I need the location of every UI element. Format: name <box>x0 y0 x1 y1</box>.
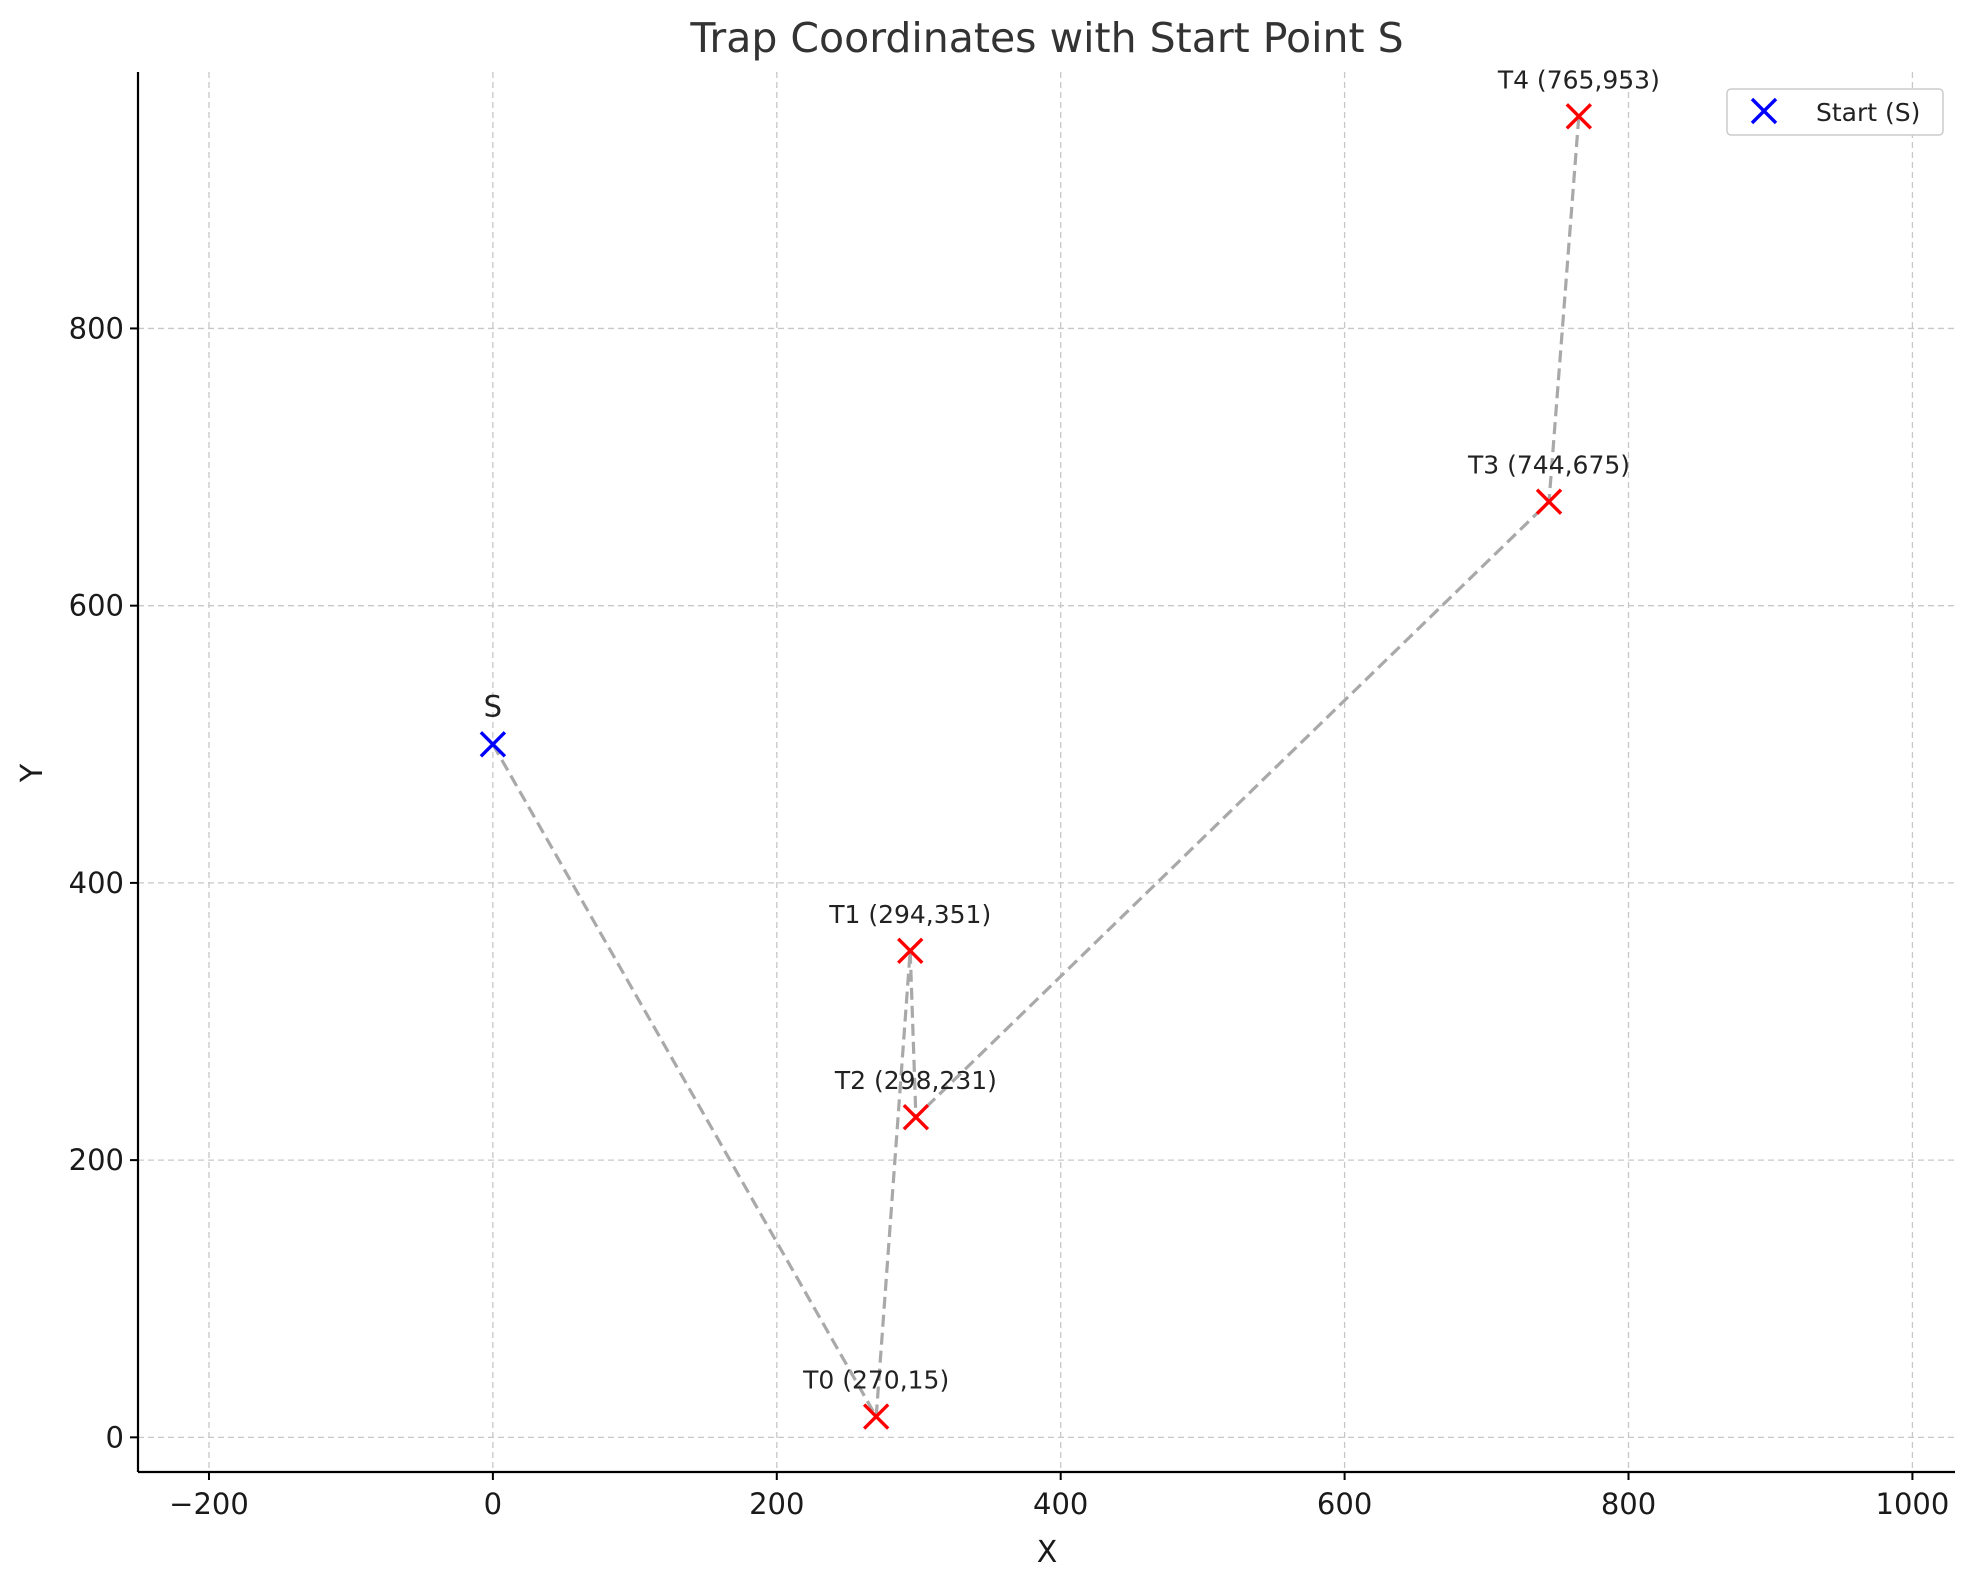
marker-stroke <box>862 1403 890 1430</box>
x-tick-label: 0 <box>484 1487 502 1521</box>
trap-path <box>491 116 1581 1422</box>
chart-title: Trap Coordinates with Start Point S <box>689 14 1403 62</box>
axes: −200 0 200 400 600 800 1000 0 200 400 600 800 <box>69 72 1955 1521</box>
y-tick-label: 400 <box>69 866 124 900</box>
marker-stroke <box>902 1103 930 1131</box>
trap-label-1: T1 (294,351) <box>828 900 991 929</box>
trap-marker-0 <box>862 1403 890 1430</box>
legend-label-start: Start (S) <box>1816 98 1920 127</box>
y-tick-label: 200 <box>69 1143 124 1177</box>
legend-box <box>1726 88 1944 136</box>
trap-marker-2 <box>902 1103 930 1131</box>
legend-marker-x <box>1750 97 1778 125</box>
y-tick-label: 0 <box>106 1420 124 1454</box>
start-label: S <box>484 689 502 723</box>
annotations: S T0 (270,15) T1 (294,351) T2 (298,231) T3 (… <box>484 65 1660 1394</box>
trap-label-2: T2 (298,231) <box>834 1066 997 1095</box>
trap-marker-3 <box>1535 488 1563 515</box>
trap-label-0: T0 (270,15) <box>802 1366 949 1395</box>
y-tick-label: 600 <box>69 589 124 623</box>
x-tick-label: 200 <box>749 1487 804 1521</box>
marker-stroke <box>1750 97 1778 125</box>
trap-label-3: T3 (744,675) <box>1467 451 1630 480</box>
x-tick-label: 400 <box>1033 1487 1088 1521</box>
marker-stroke <box>1535 488 1563 515</box>
y-tick-label: 800 <box>69 311 124 345</box>
x-tick-label: 800 <box>1601 1487 1656 1521</box>
x-axis-label: X <box>1037 1535 1058 1570</box>
legend-start-marker <box>1750 97 1778 125</box>
x-tick-label: 600 <box>1317 1487 1372 1521</box>
trap-label-4: T4 (765,953) <box>1497 65 1660 94</box>
markers <box>479 103 1593 1430</box>
marker-stroke <box>479 731 507 758</box>
trap-marker-4 <box>1565 103 1593 130</box>
marker-stroke <box>897 937 924 965</box>
trap-marker-1 <box>897 937 924 965</box>
y-axis-label: Y <box>15 763 50 783</box>
x-tick-label: 1000 <box>1876 1487 1950 1521</box>
start-marker <box>479 731 507 758</box>
legend: Start (S) <box>1726 88 1944 136</box>
grid <box>138 72 1955 1472</box>
x-tick-label: −200 <box>169 1487 249 1521</box>
trap-path-line <box>491 116 1581 1422</box>
marker-stroke <box>1565 103 1593 130</box>
